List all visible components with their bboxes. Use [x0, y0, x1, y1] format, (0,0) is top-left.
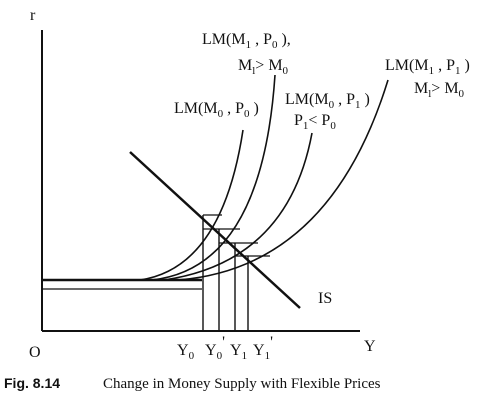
lm-curve-m1-p0 [151, 74, 276, 281]
figure-number: Fig. 8.14 [4, 375, 60, 391]
origin-label: O [29, 344, 41, 361]
lm-curve-m0-p0 [139, 129, 244, 281]
is-curve [129, 151, 301, 309]
income-label-y0: Y0 [177, 342, 195, 362]
lm-curve-m1-p1 [177, 79, 389, 281]
lm-m1-p1-label: LM(M1 , P1 ) [385, 57, 470, 77]
is-label: IS [318, 290, 332, 307]
lm-m1-p0-note: Ml> M0 [238, 57, 289, 77]
y-axis-label: r [30, 7, 36, 24]
income-label-y1: Y1 [230, 342, 247, 362]
figure-caption: Change in Money Supply with Flexible Pri… [103, 376, 381, 392]
lm-m0-p0-label: LM(M0 , P0 ) [174, 100, 259, 120]
income-label-y1-prime: Y1' [253, 334, 273, 362]
lm-curve-m0-p1 [163, 132, 313, 281]
income-label-y0-prime: Y0' [205, 334, 225, 362]
lm-m1-p0-label: LM(M1 , P0 ), [202, 31, 291, 51]
lm-m1-p1-note: Ml> M0 [414, 80, 465, 100]
lm-m0-p1-note: P1< P0 [294, 112, 336, 132]
x-axis-label: Y [364, 338, 376, 355]
lm-m0-p1-label: LM(M0 , P1 ) [285, 91, 370, 111]
